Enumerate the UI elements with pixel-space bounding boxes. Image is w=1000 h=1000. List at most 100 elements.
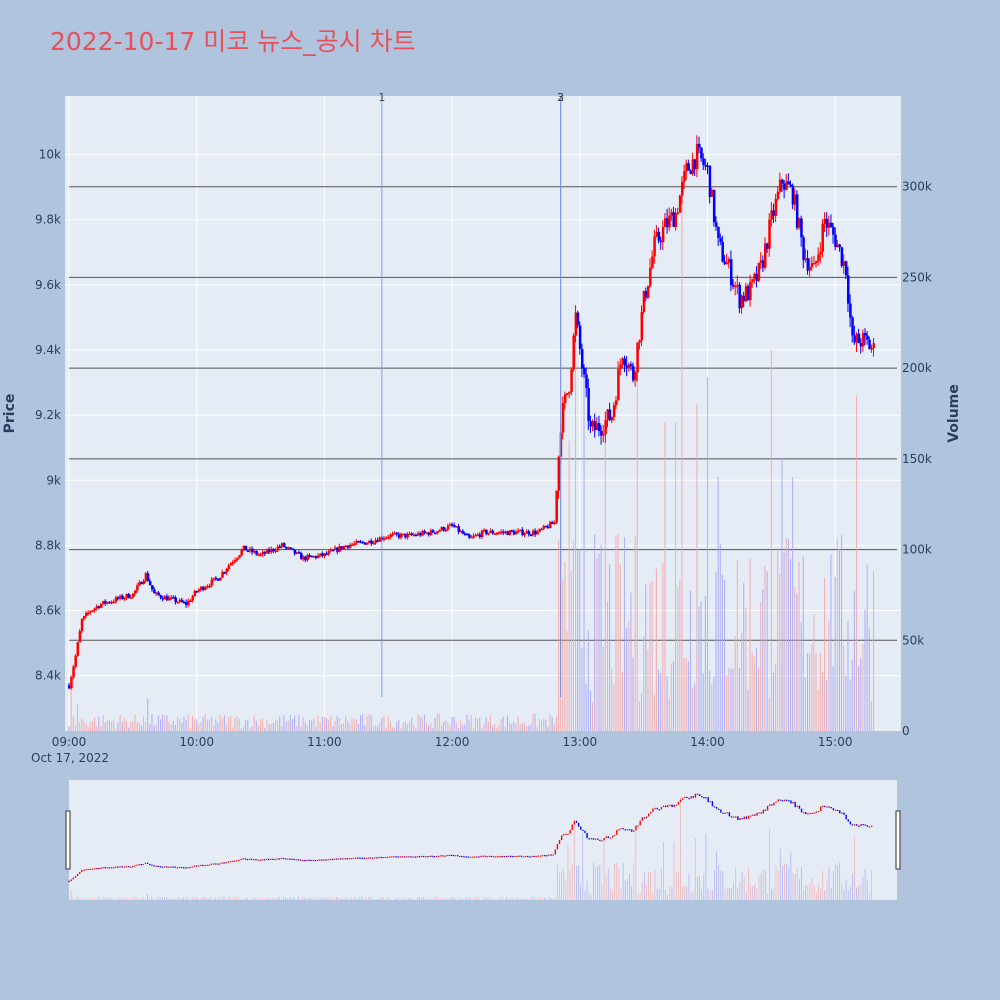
range-candle	[270, 858, 272, 860]
range-volume-bar	[234, 897, 235, 900]
volume-bar	[553, 724, 555, 731]
volume-bar	[138, 722, 140, 731]
volume-bar	[343, 723, 345, 731]
range-volume-bar	[111, 898, 112, 900]
volume-bar	[330, 715, 332, 731]
range-volume-bar	[448, 898, 450, 900]
volume-bar	[111, 721, 113, 731]
range-volume-bar	[217, 898, 219, 900]
candle-body	[517, 530, 520, 532]
range-volume-bar	[493, 898, 495, 900]
range-volume-bar	[70, 889, 72, 900]
candle-body	[195, 590, 199, 593]
range-volume-bar	[626, 879, 628, 900]
range-volume-bar	[733, 882, 734, 900]
volume-bar	[704, 595, 706, 731]
candle-body	[287, 547, 290, 549]
range-candle	[830, 807, 832, 809]
range-volume-bar	[754, 884, 756, 900]
range-volume-bar	[726, 888, 728, 900]
time-tick-label: 12:00	[435, 735, 470, 749]
range-candle	[76, 873, 79, 876]
range-candle	[210, 863, 213, 865]
chart-title: 2022-10-17 미코 뉴스_공시 차트	[50, 27, 416, 56]
range-volume-bar	[412, 898, 414, 900]
range-candle	[811, 812, 813, 815]
volume-bar	[732, 668, 734, 731]
volume-bar	[806, 652, 809, 731]
range-volume-bar	[249, 899, 250, 900]
range-candle	[253, 859, 255, 861]
candle-body	[161, 597, 165, 600]
range-candle	[790, 800, 792, 804]
candle-body	[500, 531, 503, 534]
candle-body	[772, 210, 776, 216]
range-candle	[505, 855, 508, 858]
range-volume-bar	[584, 891, 586, 900]
range-volume-bar	[752, 885, 754, 900]
range-volume-bar	[694, 838, 696, 900]
range-candle	[741, 818, 743, 820]
range-volume-bar	[259, 897, 261, 900]
range-candle	[365, 857, 368, 859]
volume-bar	[764, 566, 766, 731]
candle-body	[663, 218, 667, 227]
range-slider-background	[69, 780, 897, 900]
volume-tick-label: 300k	[902, 180, 932, 194]
candle-body	[144, 573, 148, 581]
candle-body	[829, 222, 833, 227]
candle-body	[353, 543, 356, 545]
volume-bar	[838, 549, 840, 731]
range-volume-bar	[690, 891, 692, 900]
volume-bar	[860, 658, 862, 731]
range-volume-bar	[682, 886, 683, 900]
volume-bar	[443, 721, 445, 731]
candle-body	[868, 339, 871, 350]
candle-body	[759, 260, 763, 263]
candle-body	[344, 545, 348, 547]
volume-bar	[598, 553, 600, 731]
volume-bar	[451, 716, 453, 731]
candle-body	[836, 244, 839, 248]
candle-body	[651, 256, 654, 268]
candle-body	[116, 597, 120, 599]
volume-bar	[108, 720, 110, 731]
range-candle	[81, 870, 83, 872]
range-candle	[726, 812, 728, 814]
range-volume-bar	[667, 893, 669, 900]
range-volume-bar	[845, 879, 847, 900]
range-candle	[72, 877, 75, 880]
candle-body	[293, 549, 297, 554]
candle-body	[176, 601, 180, 604]
candle-body	[140, 582, 143, 585]
range-volume-bar	[735, 867, 737, 900]
range-volume-bar	[357, 898, 359, 900]
range-candle	[102, 867, 104, 869]
candle-body	[255, 550, 258, 555]
range-volume-bar	[505, 897, 507, 900]
range-candle	[588, 838, 590, 840]
range-slider-left-handle[interactable]	[65, 810, 71, 870]
range-volume-bar	[164, 897, 165, 900]
candle-body	[691, 159, 695, 174]
candle-body	[612, 405, 616, 418]
range-volume-bar	[125, 898, 127, 900]
range-candle	[762, 809, 765, 814]
range-volume-bar	[329, 897, 331, 900]
range-candle	[274, 859, 276, 861]
range-candle	[709, 801, 711, 803]
range-candle	[656, 807, 658, 810]
volume-bar	[423, 714, 425, 731]
candle-body	[681, 181, 684, 196]
candle-body	[566, 393, 569, 395]
range-candle	[244, 858, 247, 860]
range-candle	[418, 856, 421, 858]
candle-body	[463, 533, 467, 536]
range-slider-right-handle[interactable]	[895, 810, 901, 870]
candle-body	[619, 364, 622, 370]
range-candle	[174, 866, 176, 868]
volume-bar	[204, 713, 206, 731]
range-volume-bar	[518, 898, 520, 900]
range-volume-bar	[295, 899, 297, 900]
